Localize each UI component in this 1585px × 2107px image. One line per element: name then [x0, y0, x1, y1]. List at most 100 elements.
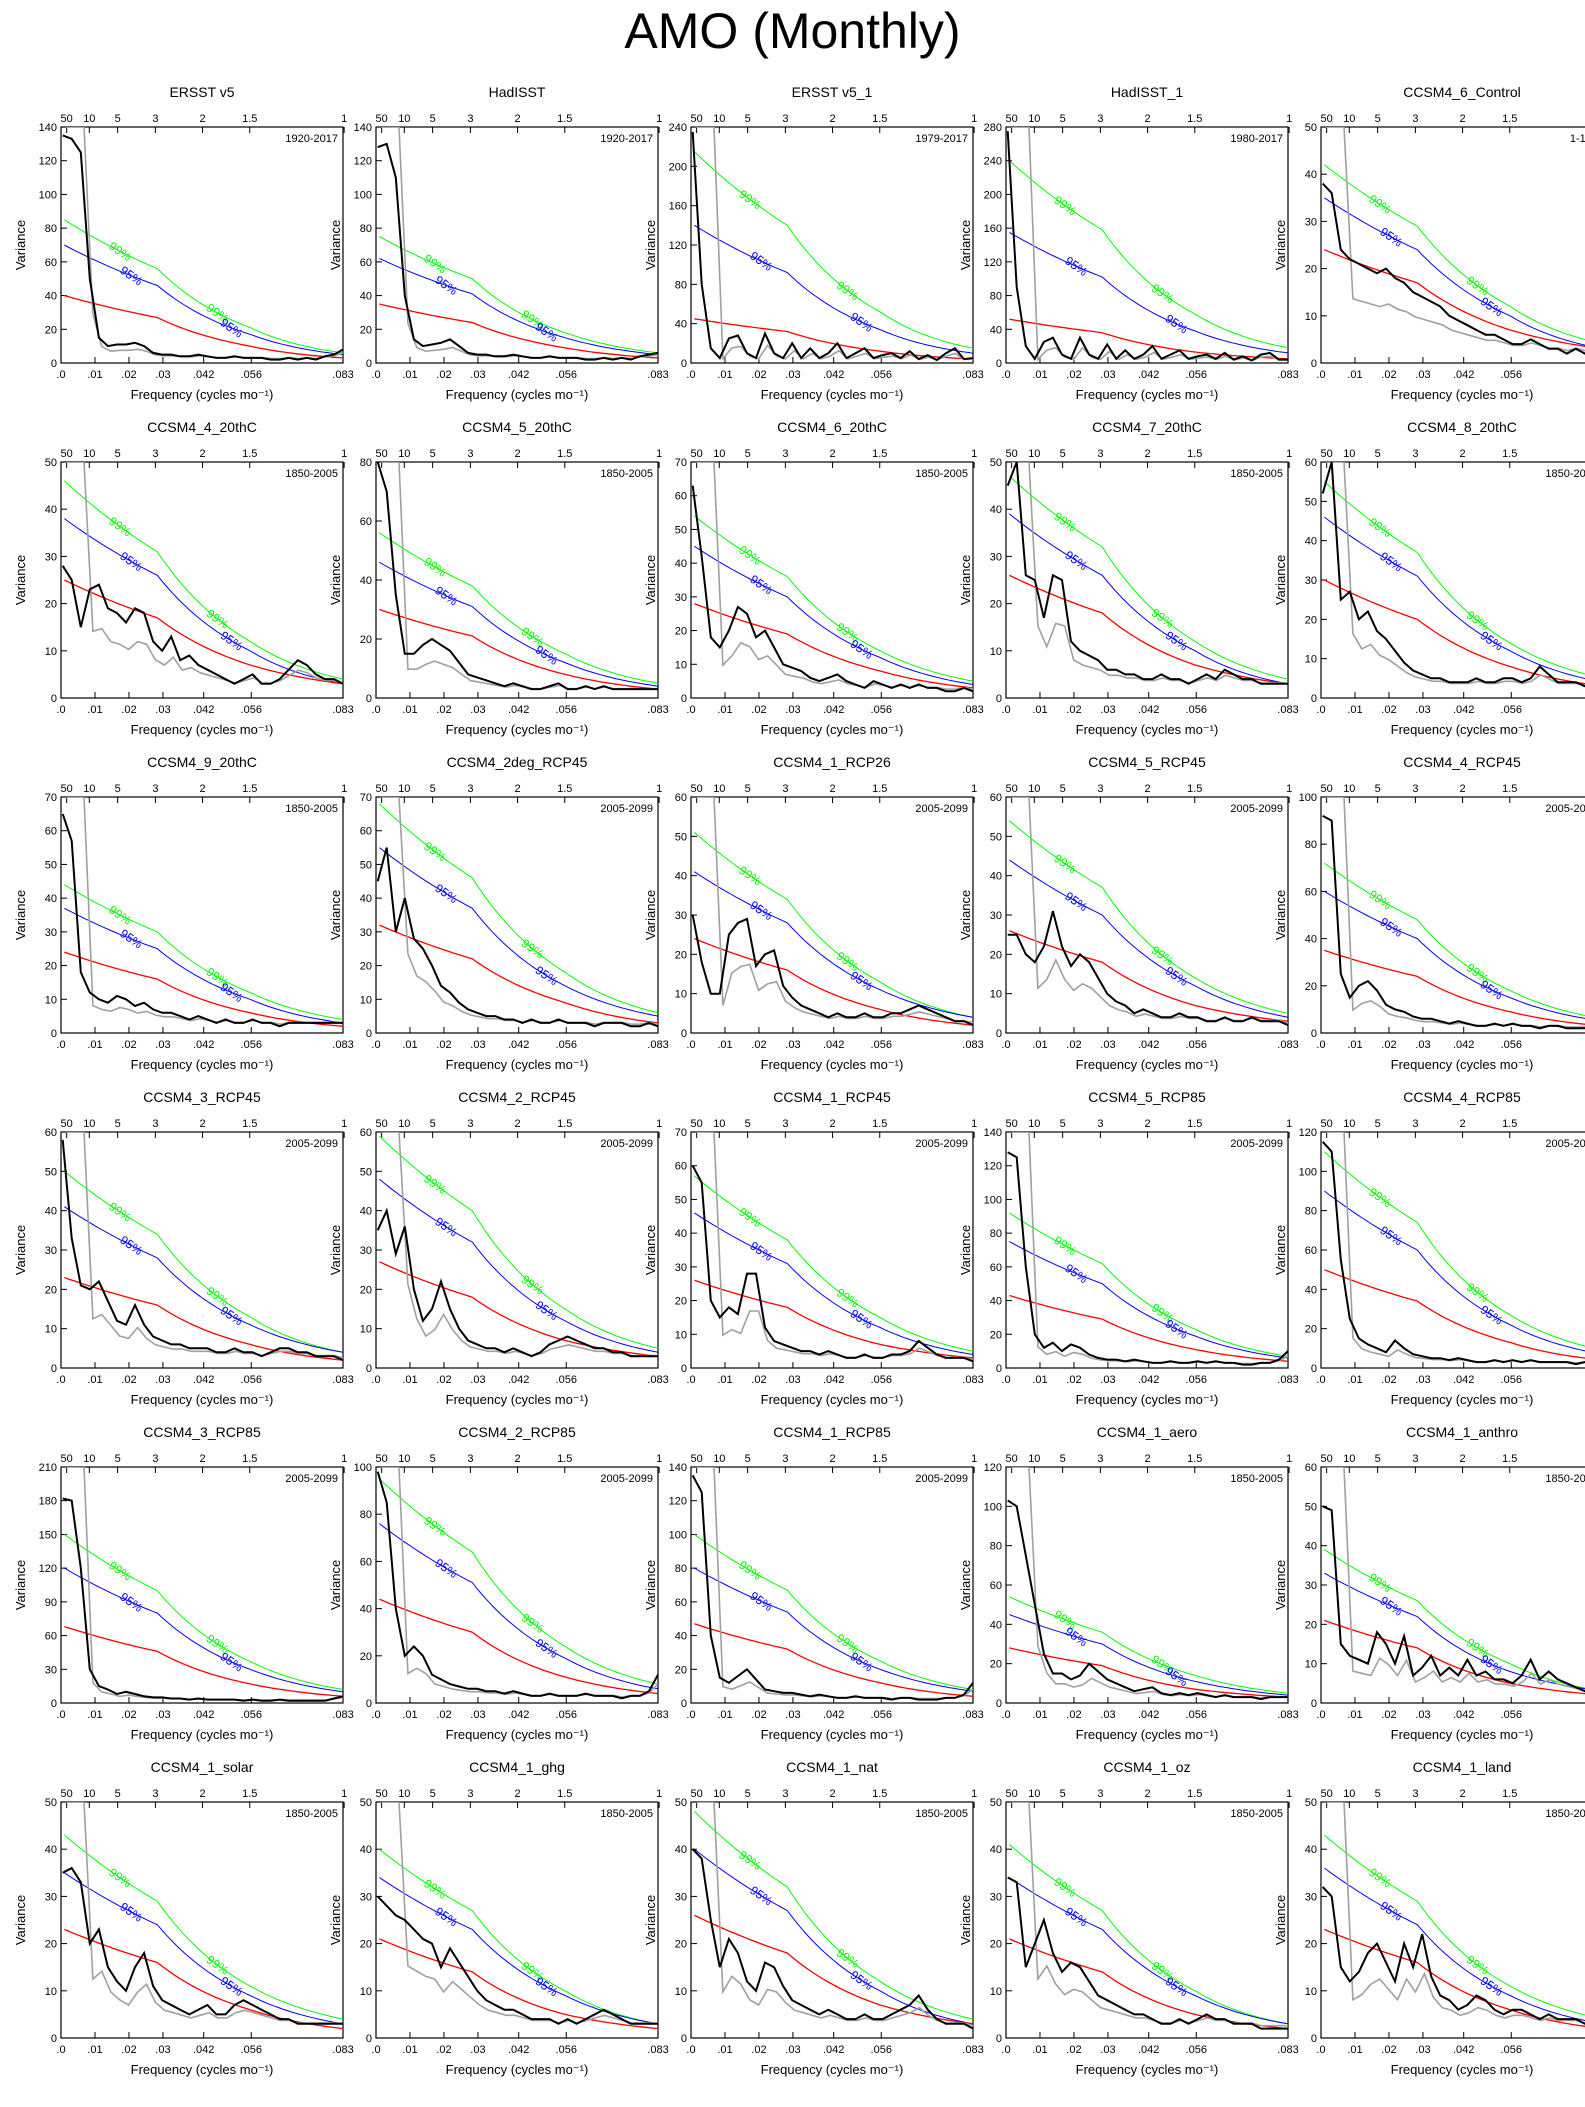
y-tick-label: 160 — [984, 223, 1002, 235]
top-tick-label: 5 — [115, 1788, 121, 1800]
spectrum-line — [691, 1474, 973, 1701]
x-tick-label: .03 — [470, 1039, 485, 1051]
x-tick-label: .01 — [402, 369, 417, 381]
y-tick-label: 20 — [1305, 1324, 1317, 1336]
red-noise-curve — [1324, 1928, 1585, 2027]
y-tick-label: 10 — [990, 1986, 1002, 1998]
plot-frame — [1005, 1131, 1289, 1369]
y-tick-label: 0 — [51, 1698, 57, 1710]
y-tick-label: 60 — [990, 792, 1002, 804]
x-tick-label: .056 — [556, 369, 577, 381]
top-tick-label: 3 — [1097, 1118, 1103, 1130]
conf95-label: 95% — [218, 1974, 246, 1999]
conf99-curve — [1324, 1834, 1585, 2016]
y-tick-label: 180 — [39, 1496, 57, 1508]
spectrum-line — [1007, 1876, 1288, 2030]
page-title: AMO (Monthly) — [624, 3, 961, 59]
top-tick-label: 5 — [115, 448, 121, 460]
chart-panel: CCSM4_3_RCP85 2005-2099 .0 .01 .02 .03 .042 .05… — [13, 1424, 354, 1742]
period-label: 1850-2005 — [915, 468, 968, 480]
chart-panel: CCSM4_5_RCP85 2005-2099 .0 .01 .02 .03 .042 .05… — [958, 1089, 1299, 1407]
top-tick-label: 5 — [745, 1453, 751, 1465]
y-tick-label: 60 — [1305, 1462, 1317, 1474]
x-tick-label: .02 — [1066, 369, 1081, 381]
top-tick-label: 2 — [200, 113, 206, 125]
top-tick-label: 2 — [1460, 1788, 1466, 1800]
top-tick-label: 3 — [1412, 1118, 1418, 1130]
y-axis-label: Variance — [328, 1560, 343, 1610]
x-axis-label: Frequency (cycles mo⁻¹) — [1076, 387, 1219, 402]
y-tick-label: 50 — [45, 1797, 57, 1809]
x-tick-label: .01 — [717, 1374, 732, 1386]
x-tick-label: .083 — [647, 2044, 668, 2056]
top-tick-label: 5 — [430, 448, 436, 460]
y-tick-label: 30 — [1305, 1891, 1317, 1903]
red-noise-curve — [1324, 1269, 1585, 1359]
y-tick-label: 30 — [45, 1245, 57, 1257]
y-tick-label: 30 — [45, 927, 57, 939]
red-noise-curve — [694, 1914, 973, 2025]
conf95-label: 95% — [117, 549, 145, 574]
plot-frame — [1005, 1801, 1289, 2039]
spectrum-line — [61, 1139, 343, 1362]
top-tick-label: 50 — [691, 448, 703, 460]
top-tick-label: 3 — [467, 783, 473, 795]
conf99-curve — [64, 1834, 343, 2020]
chart-title: CCSM4_1_nat — [786, 1759, 878, 1775]
y-tick-label: 50 — [360, 1797, 372, 1809]
top-tick-label: 1.5 — [242, 1453, 257, 1465]
top-tick-label: 50 — [61, 1118, 73, 1130]
y-tick-label: 40 — [675, 871, 687, 883]
red-noise-curve — [694, 937, 973, 1026]
top-tick-label: 1.5 — [1187, 1453, 1202, 1465]
chart-title: CCSM4_7_20thC — [1092, 419, 1202, 435]
y-tick-label: 60 — [1305, 457, 1317, 469]
period-label: 1850-2005 — [600, 468, 653, 480]
conf95-label: 95% — [1377, 1223, 1405, 1248]
conf95-curve — [694, 1212, 973, 1355]
conf99-label: 99% — [421, 1172, 449, 1197]
x-tick-label: .01 — [1032, 1374, 1047, 1386]
spectrum-line — [1321, 1141, 1585, 1366]
x-tick-label: .0 — [371, 369, 380, 381]
x-tick-label: .056 — [871, 369, 892, 381]
conf95-label: 95% — [1377, 915, 1405, 940]
chart-panel: CCSM4_1_ghg 1850-2005 .0 .01 .02 .03 .042 .056.… — [328, 1759, 669, 2077]
y-tick-label: 0 — [681, 693, 687, 705]
top-tick-label: 3 — [152, 448, 158, 460]
x-tick-label: .042 — [508, 1709, 529, 1721]
x-tick-label: .0 — [686, 1039, 695, 1051]
x-tick-label: .03 — [470, 1709, 485, 1721]
red-noise-curve — [379, 1598, 658, 1695]
x-tick-label: .042 — [823, 2044, 844, 2056]
plot-frame — [60, 1466, 344, 1704]
top-tick-label: 50 — [1321, 1118, 1333, 1130]
top-tick-label: 50 — [376, 1453, 388, 1465]
y-tick-label: 10 — [990, 646, 1002, 658]
y-tick-label: 40 — [360, 575, 372, 587]
top-tick-label: 3 — [467, 448, 473, 460]
y-tick-label: 60 — [45, 257, 57, 269]
red-noise-curve — [64, 951, 343, 1027]
x-tick-label: .01 — [717, 2044, 732, 2056]
x-axis-label: Frequency (cycles mo⁻¹) — [1391, 1057, 1534, 1072]
x-tick-label: .03 — [1100, 1039, 1115, 1051]
conf95-curve — [64, 1567, 343, 1693]
x-tick-label: .03 — [1415, 1709, 1430, 1721]
conf95-label: 95% — [117, 926, 145, 951]
y-tick-label: 60 — [675, 1161, 687, 1173]
top-tick-label: 1.5 — [1187, 1788, 1202, 1800]
y-tick-label: 20 — [990, 599, 1002, 611]
x-tick-label: .042 — [508, 1039, 529, 1051]
chart-panel: CCSM4_4_20thC 1850-2005 .0 .01 .02 .03 .042 .05… — [13, 419, 354, 737]
plot-frame — [690, 1131, 974, 1369]
x-tick-label: .042 — [1453, 1709, 1474, 1721]
reference-spectrum — [696, 797, 973, 1024]
x-tick-label: .083 — [962, 704, 983, 716]
conf95-label: 95% — [1478, 628, 1506, 653]
top-tick-label: 3 — [1412, 113, 1418, 125]
x-tick-label: .03 — [785, 2044, 800, 2056]
x-tick-label: .042 — [508, 704, 529, 716]
chart-panel: CCSM4_5_20thC 1850-2005 .0 .01 .02 .03 .042 .05… — [328, 419, 669, 737]
top-tick-label: 2 — [200, 783, 206, 795]
